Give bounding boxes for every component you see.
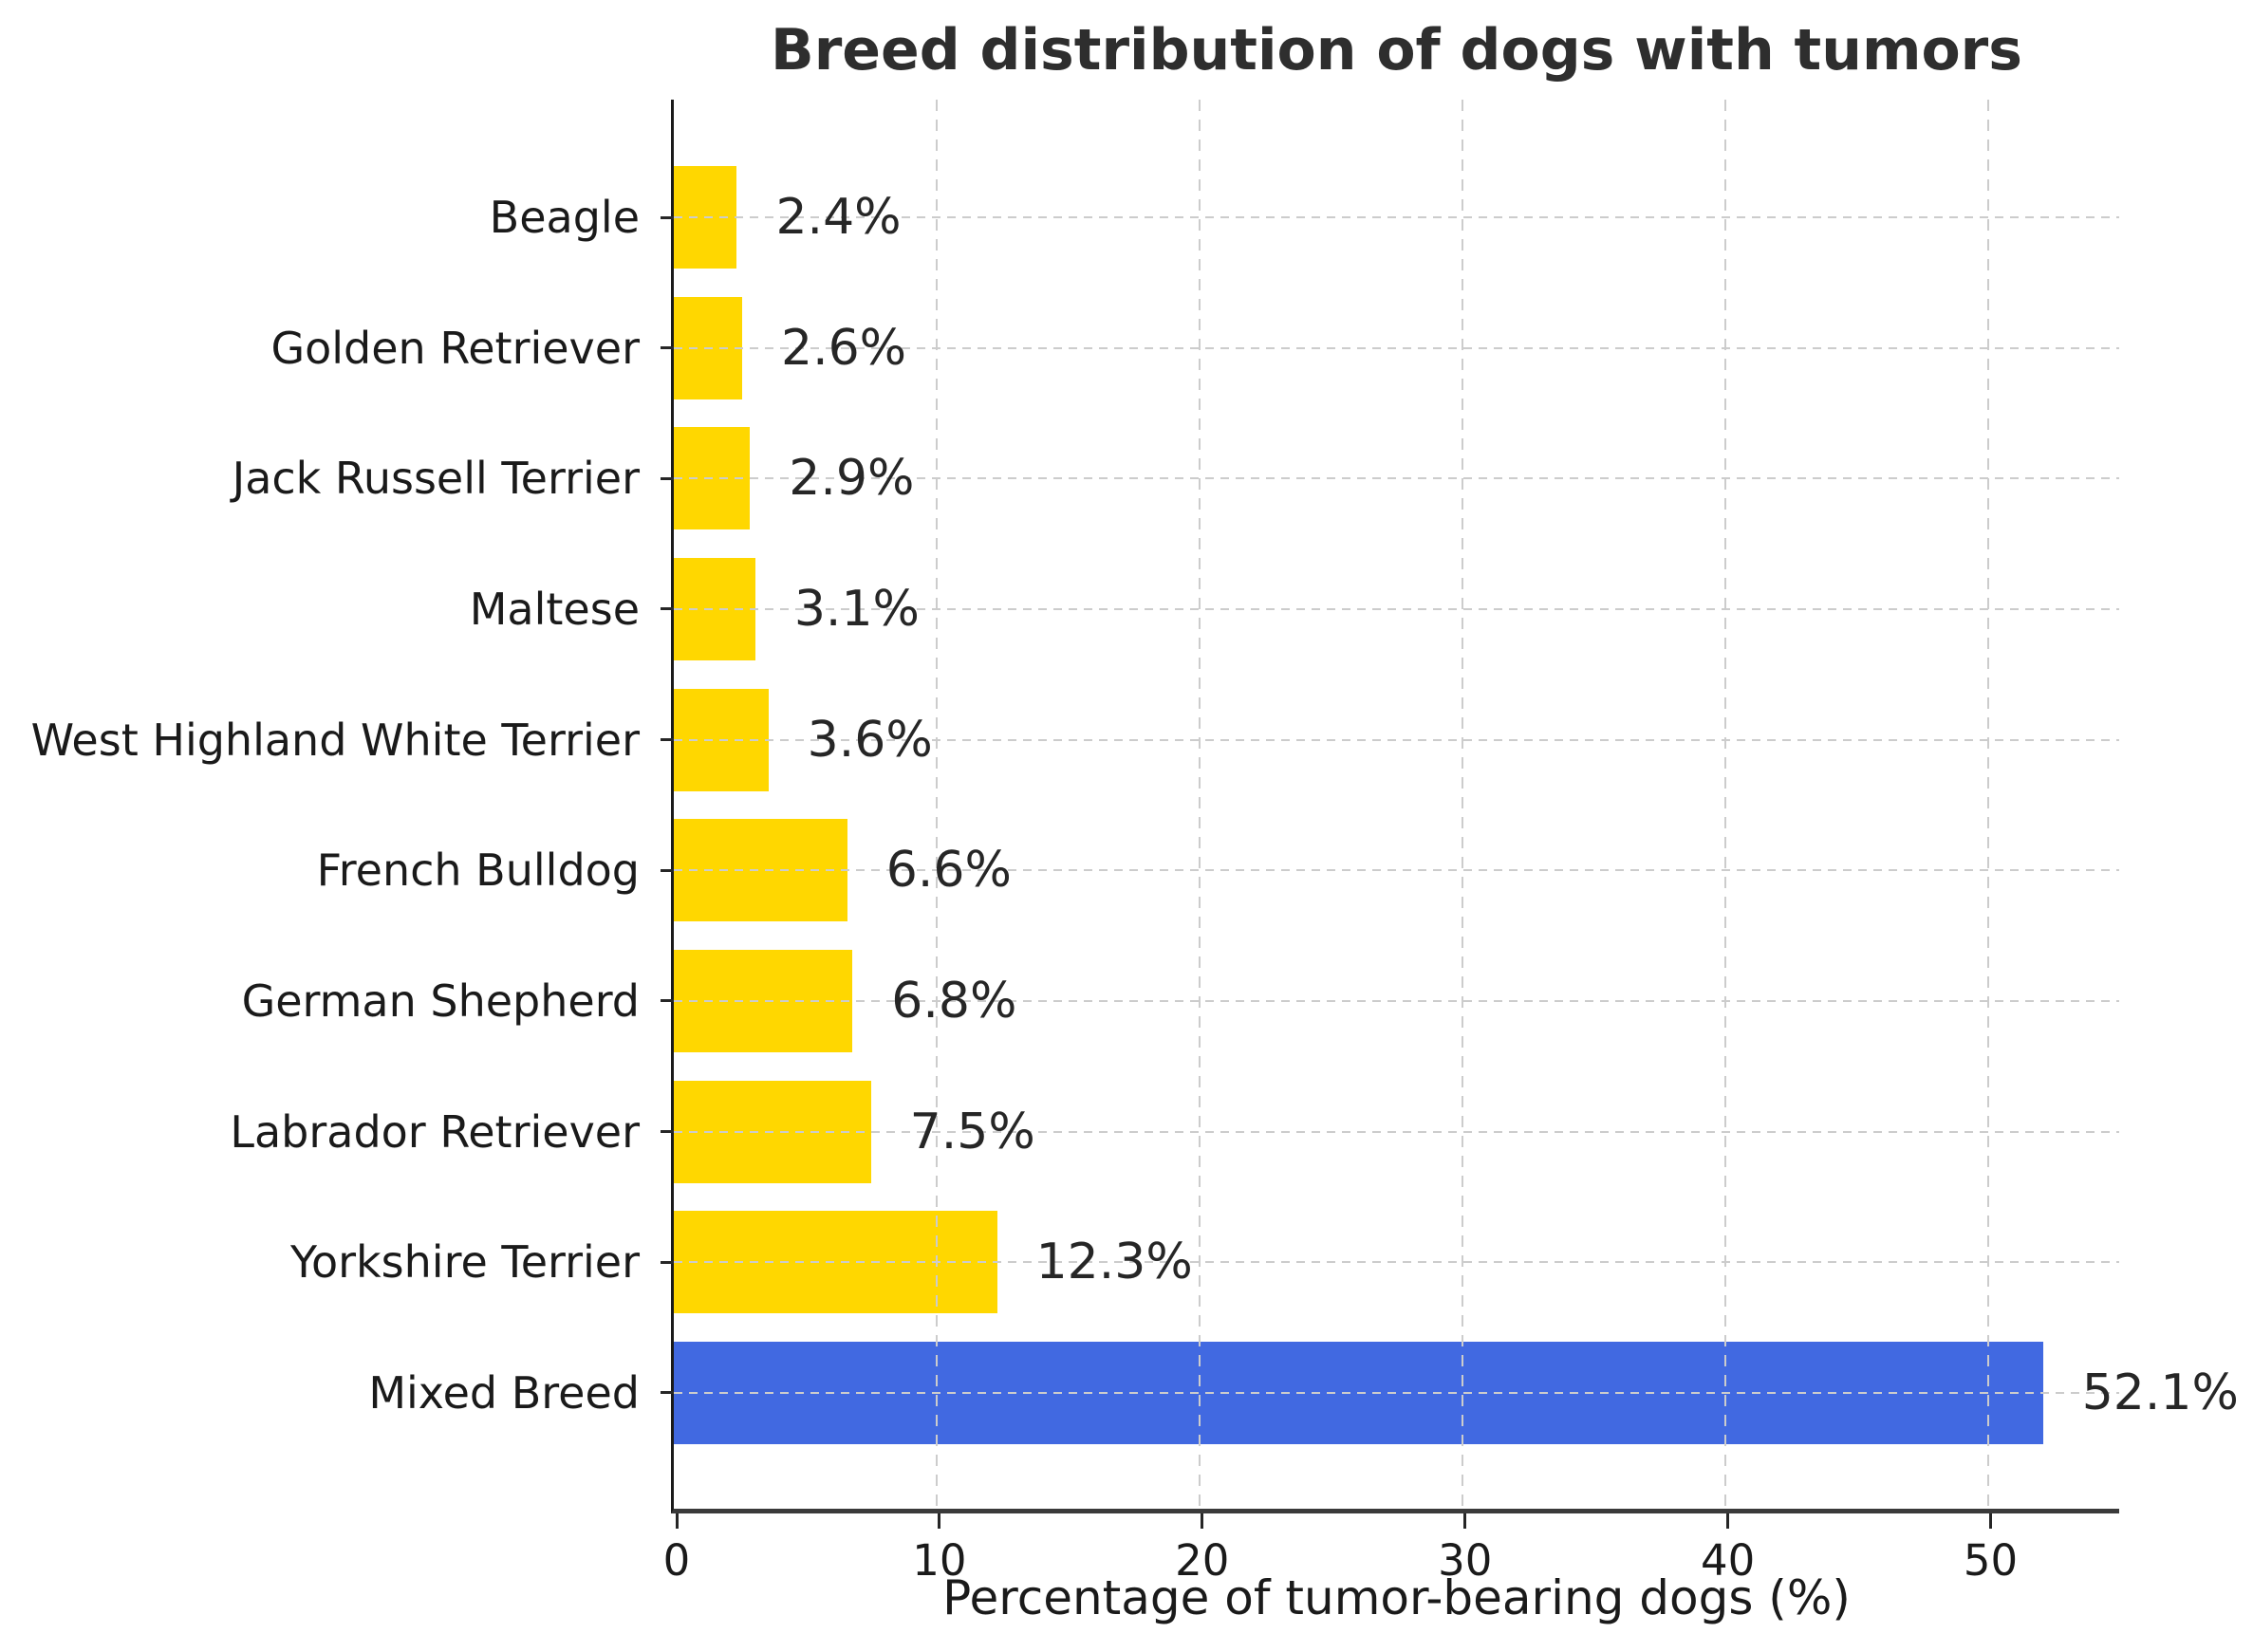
plot-area — [671, 100, 2119, 1513]
h-gridline — [674, 607, 2119, 610]
category-label-beagle: Beagle — [489, 192, 640, 243]
y-tick-mark — [661, 1391, 674, 1395]
h-gridline — [674, 869, 2119, 872]
v-gridline — [1723, 100, 1726, 1509]
h-gridline — [674, 477, 2119, 480]
h-gridline — [674, 1261, 2119, 1264]
chart-title: Breed distribution of dogs with tumors — [770, 17, 2022, 84]
y-tick-mark — [661, 1260, 674, 1264]
value-label-yorkshire-terrier: 12.3% — [1035, 1234, 1193, 1291]
h-gridline — [674, 1130, 2119, 1133]
category-label-maltese: Maltese — [469, 583, 640, 635]
v-gridline — [1986, 100, 1989, 1509]
x-tick-mark — [1989, 1513, 1993, 1529]
value-label-beagle: 2.4% — [775, 189, 902, 246]
value-label-maltese: 3.1% — [793, 580, 920, 638]
category-label-golden-retriever: Golden Retriever — [270, 322, 640, 374]
y-tick-mark — [661, 476, 674, 480]
x-tick-label-10: 10 — [912, 1535, 967, 1586]
h-gridline — [674, 216, 2119, 218]
x-tick-label-0: 0 — [662, 1535, 691, 1586]
x-axis-label: Percentage of tumor-bearing dogs (%) — [942, 1570, 1851, 1625]
y-tick-mark — [661, 868, 674, 872]
category-label-mixed-breed: Mixed Breed — [368, 1366, 640, 1419]
category-label-jack-russell-terrier: Jack Russell Terrier — [232, 453, 640, 505]
v-gridline — [1461, 100, 1463, 1509]
category-label-yorkshire-terrier: Yorkshire Terrier — [290, 1236, 640, 1289]
category-label-french-bulldog: French Bulldog — [316, 845, 640, 897]
x-tick-mark — [1726, 1513, 1730, 1529]
h-gridline — [674, 999, 2119, 1002]
x-tick-label-50: 50 — [1963, 1535, 2019, 1586]
x-tick-label-30: 30 — [1438, 1535, 1493, 1586]
category-label-west-highland-white-terrier: West Highland White Terrier — [30, 714, 640, 766]
value-label-german-shepherd: 6.8% — [891, 972, 1017, 1030]
h-gridline — [674, 738, 2119, 741]
value-label-west-highland-white-terrier: 3.6% — [807, 711, 933, 769]
value-label-jack-russell-terrier: 2.9% — [789, 450, 915, 508]
y-tick-mark — [661, 346, 674, 350]
x-tick-mark — [1463, 1513, 1467, 1529]
v-gridline — [935, 100, 938, 1509]
value-label-french-bulldog: 6.6% — [885, 842, 1012, 900]
value-label-labrador-retriever: 7.5% — [909, 1103, 1035, 1160]
h-gridline — [674, 1391, 2119, 1394]
x-tick-mark — [1201, 1513, 1204, 1529]
x-tick-mark — [938, 1513, 941, 1529]
h-gridline — [674, 346, 2119, 349]
x-tick-label-40: 40 — [1700, 1535, 1756, 1586]
category-label-german-shepherd: German Shepherd — [241, 974, 640, 1027]
y-tick-mark — [661, 1130, 674, 1134]
x-tick-label-20: 20 — [1175, 1535, 1230, 1586]
v-gridline — [1198, 100, 1201, 1509]
value-label-golden-retriever: 2.6% — [780, 319, 907, 377]
y-tick-mark — [661, 215, 674, 219]
category-label-labrador-retriever: Labrador Retriever — [230, 1105, 640, 1158]
y-tick-mark — [661, 607, 674, 611]
x-tick-mark — [675, 1513, 679, 1529]
y-tick-mark — [661, 738, 674, 742]
y-tick-mark — [661, 999, 674, 1003]
value-label-mixed-breed: 52.1% — [2081, 1364, 2239, 1421]
